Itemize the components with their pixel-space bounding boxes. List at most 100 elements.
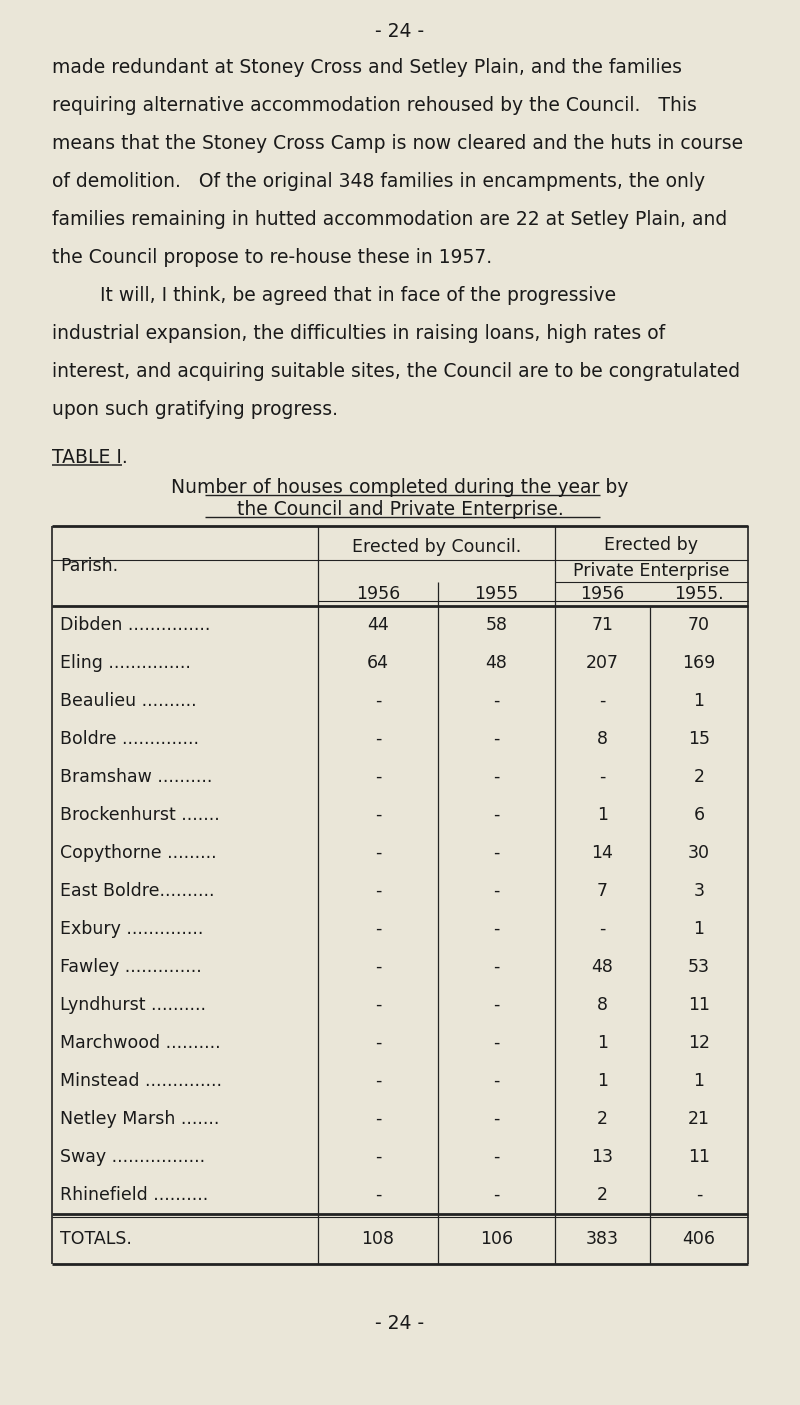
Text: 44: 44 xyxy=(367,615,389,634)
Text: -: - xyxy=(494,769,500,785)
Text: Boldre ..............: Boldre .............. xyxy=(60,731,199,747)
Text: -: - xyxy=(494,1148,500,1166)
Text: 3: 3 xyxy=(694,882,705,901)
Text: -: - xyxy=(375,1072,381,1090)
Text: 7: 7 xyxy=(597,882,608,901)
Text: -: - xyxy=(696,1186,702,1204)
Text: -: - xyxy=(375,693,381,710)
Text: -: - xyxy=(494,882,500,901)
Text: -: - xyxy=(375,882,381,901)
Text: Bramshaw ..........: Bramshaw .......... xyxy=(60,769,212,785)
Text: 30: 30 xyxy=(688,844,710,863)
Text: 1: 1 xyxy=(694,693,705,710)
Text: -: - xyxy=(494,806,500,823)
Text: 48: 48 xyxy=(486,653,507,672)
Text: 53: 53 xyxy=(688,958,710,976)
Text: 169: 169 xyxy=(682,653,716,672)
Text: -: - xyxy=(375,1148,381,1166)
Text: Eling ...............: Eling ............... xyxy=(60,653,191,672)
Text: -: - xyxy=(375,920,381,939)
Text: 12: 12 xyxy=(688,1034,710,1052)
Text: Dibden ...............: Dibden ............... xyxy=(60,615,210,634)
Text: Erected by: Erected by xyxy=(605,535,698,554)
Text: 2: 2 xyxy=(597,1186,608,1204)
Text: -: - xyxy=(494,731,500,747)
Text: Lyndhurst ..........: Lyndhurst .......... xyxy=(60,996,206,1014)
Text: -: - xyxy=(494,1110,500,1128)
Text: -: - xyxy=(494,1034,500,1052)
Text: 1: 1 xyxy=(694,920,705,939)
Text: Brockenhurst .......: Brockenhurst ....... xyxy=(60,806,220,823)
Text: 15: 15 xyxy=(688,731,710,747)
Text: -: - xyxy=(375,1034,381,1052)
Text: 11: 11 xyxy=(688,1148,710,1166)
Text: 8: 8 xyxy=(597,996,608,1014)
Text: 1955.: 1955. xyxy=(674,584,724,603)
Text: of demolition.   Of the original 348 families in encampments, the only: of demolition. Of the original 348 famil… xyxy=(52,171,705,191)
Text: -: - xyxy=(375,1110,381,1128)
Text: 1956: 1956 xyxy=(580,584,625,603)
Text: -: - xyxy=(494,920,500,939)
Text: Exbury ..............: Exbury .............. xyxy=(60,920,203,939)
Text: 21: 21 xyxy=(688,1110,710,1128)
Text: Fawley ..............: Fawley .............. xyxy=(60,958,202,976)
Text: -: - xyxy=(494,844,500,863)
Text: made redundant at Stoney Cross and Setley Plain, and the families: made redundant at Stoney Cross and Setle… xyxy=(52,58,682,77)
Text: -: - xyxy=(494,693,500,710)
Text: requiring alternative accommodation rehoused by the Council.   This: requiring alternative accommodation reho… xyxy=(52,96,697,115)
Text: 2: 2 xyxy=(694,769,705,785)
Text: - 24 -: - 24 - xyxy=(375,1314,425,1333)
Text: 14: 14 xyxy=(591,844,614,863)
Text: -: - xyxy=(375,731,381,747)
Text: -: - xyxy=(375,958,381,976)
Text: 13: 13 xyxy=(591,1148,614,1166)
Text: -: - xyxy=(599,693,606,710)
Text: -: - xyxy=(494,1186,500,1204)
Text: Rhinefield ..........: Rhinefield .......... xyxy=(60,1186,208,1204)
Text: -: - xyxy=(599,769,606,785)
Text: 8: 8 xyxy=(597,731,608,747)
Text: Beaulieu ..........: Beaulieu .......... xyxy=(60,693,197,710)
Text: East Boldre..........: East Boldre.......... xyxy=(60,882,214,901)
Text: Number of houses completed during the year by: Number of houses completed during the ye… xyxy=(171,478,629,497)
Text: 207: 207 xyxy=(586,653,619,672)
Text: the Council and Private Enterprise.: the Council and Private Enterprise. xyxy=(237,500,563,518)
Text: TABLE I.: TABLE I. xyxy=(52,448,128,466)
Text: 1956: 1956 xyxy=(356,584,400,603)
Text: 383: 383 xyxy=(586,1229,619,1248)
Text: -: - xyxy=(375,844,381,863)
Text: 64: 64 xyxy=(367,653,389,672)
Text: 6: 6 xyxy=(694,806,705,823)
Text: the Council propose to re-house these in 1957.: the Council propose to re-house these in… xyxy=(52,249,492,267)
Text: Netley Marsh .......: Netley Marsh ....... xyxy=(60,1110,219,1128)
Text: families remaining in hutted accommodation are 22 at Setley Plain, and: families remaining in hutted accommodati… xyxy=(52,209,727,229)
Text: 71: 71 xyxy=(591,615,614,634)
Text: 1955: 1955 xyxy=(474,584,518,603)
Text: -: - xyxy=(599,920,606,939)
Text: Marchwood ..........: Marchwood .......... xyxy=(60,1034,221,1052)
Text: -: - xyxy=(375,769,381,785)
Text: 48: 48 xyxy=(591,958,614,976)
Text: 406: 406 xyxy=(682,1229,715,1248)
Text: Sway .................: Sway ................. xyxy=(60,1148,205,1166)
Text: 108: 108 xyxy=(362,1229,394,1248)
Text: 2: 2 xyxy=(597,1110,608,1128)
Text: interest, and acquiring suitable sites, the Council are to be congratulated: interest, and acquiring suitable sites, … xyxy=(52,362,740,381)
Text: - 24 -: - 24 - xyxy=(375,22,425,41)
Text: upon such gratifying progress.: upon such gratifying progress. xyxy=(52,400,338,419)
Text: -: - xyxy=(494,1072,500,1090)
Text: 1: 1 xyxy=(597,806,608,823)
Text: Erected by Council.: Erected by Council. xyxy=(352,538,521,556)
Text: 58: 58 xyxy=(486,615,507,634)
Text: Parish.: Parish. xyxy=(60,556,118,575)
Text: -: - xyxy=(494,958,500,976)
Text: 11: 11 xyxy=(688,996,710,1014)
Text: It will, I think, be agreed that in face of the progressive: It will, I think, be agreed that in face… xyxy=(52,287,616,305)
Text: -: - xyxy=(375,996,381,1014)
Text: 1: 1 xyxy=(597,1072,608,1090)
Text: Copythorne .........: Copythorne ......... xyxy=(60,844,217,863)
Text: 106: 106 xyxy=(480,1229,513,1248)
Text: 1: 1 xyxy=(597,1034,608,1052)
Text: -: - xyxy=(494,996,500,1014)
Text: 70: 70 xyxy=(688,615,710,634)
